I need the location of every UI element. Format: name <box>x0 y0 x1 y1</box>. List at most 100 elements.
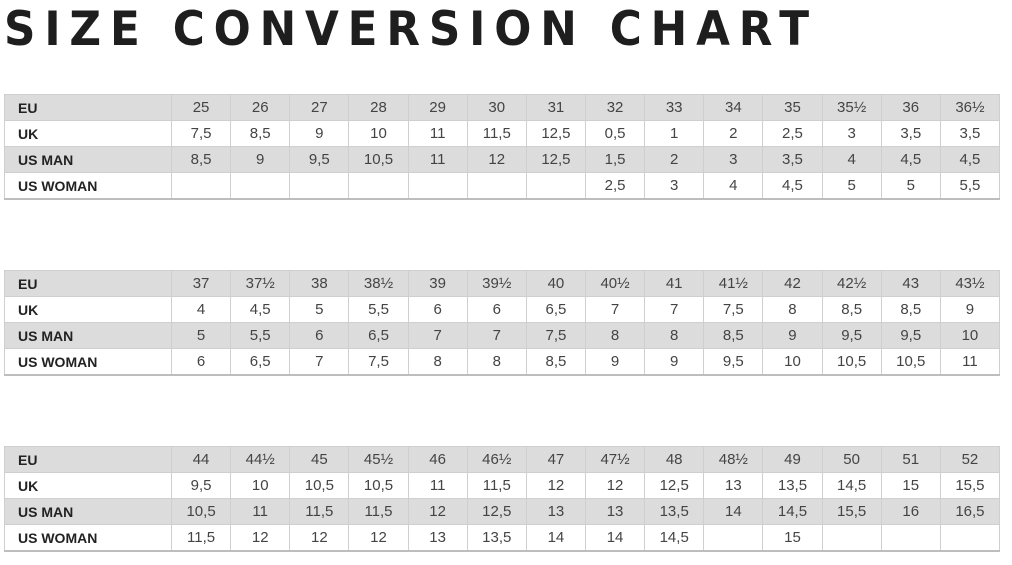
size-cell: 9 <box>289 120 350 147</box>
size-cell: 47 <box>525 446 586 473</box>
size-cell: 48 <box>644 446 705 473</box>
size-cell: 9,5 <box>821 322 882 349</box>
size-cell: 26 <box>230 94 291 121</box>
row-label: EU <box>4 94 172 121</box>
size-cell: 10,5 <box>348 146 409 173</box>
size-cell: 2 <box>644 146 705 173</box>
size-cell: 7 <box>407 322 468 349</box>
size-cell: 14 <box>703 498 764 525</box>
size-cell: 14 <box>584 524 646 552</box>
row-label: US WOMAN <box>4 172 172 200</box>
size-cell: 7,5 <box>703 296 764 323</box>
size-cell: 6 <box>466 296 527 323</box>
size-cell: 35 <box>762 94 823 121</box>
size-cell: 45 <box>289 446 350 473</box>
size-cell: 11,5 <box>289 498 350 525</box>
row-label: UK <box>4 296 172 323</box>
size-cell: 9,5 <box>170 472 232 499</box>
size-cell: 8,5 <box>821 296 882 323</box>
row-label: US MAN <box>4 498 172 525</box>
size-cell: 7,5 <box>348 348 409 376</box>
size-cell: 46½ <box>466 446 527 473</box>
size-cell: 6 <box>407 296 468 323</box>
size-cell: 16,5 <box>939 498 1001 525</box>
page-title: SIZE CONVERSION CHART <box>4 2 818 57</box>
size-cell: 0,5 <box>584 120 646 147</box>
size-cell: 40 <box>525 270 586 297</box>
table-row-eu: EU 25 26 27 28 29 30 31 32 33 34 35 35½ 36 36½ <box>4 94 1001 121</box>
size-cell: 8 <box>584 322 646 349</box>
size-cell: 10,5 <box>289 472 350 499</box>
table-row-us-man: US MAN 8,5 9 9,5 10,5 11 12 12,5 1,5 2 3 3,5 4 4,5 4,5 <box>4 146 1001 173</box>
size-cell: 3,5 <box>939 120 1001 147</box>
size-cell: 9,5 <box>289 146 350 173</box>
size-cell: 9,5 <box>880 322 941 349</box>
size-cell <box>466 172 527 200</box>
size-cell: 13 <box>584 498 646 525</box>
size-cell: 10 <box>939 322 1001 349</box>
size-cell: 11 <box>407 120 468 147</box>
size-cell: 12,5 <box>644 472 705 499</box>
size-cell: 50 <box>821 446 882 473</box>
size-cell: 9,5 <box>703 348 764 376</box>
table-row-uk: UK 9,5 10 10,5 10,5 11 11,5 12 12 12,5 13 13,5 14,5 1… <box>4 472 1001 499</box>
size-cell: 8 <box>762 296 823 323</box>
size-cell: 1,5 <box>584 146 646 173</box>
size-cell: 7 <box>289 348 350 376</box>
size-cell <box>407 172 468 200</box>
size-cell: 11 <box>407 472 468 499</box>
table-row-eu: EU 44 44½ 45 45½ 46 46½ 47 47½ 48 48½ 49 50 51 52 <box>4 446 1001 473</box>
size-cell: 11 <box>407 146 468 173</box>
size-cell: 8,5 <box>230 120 291 147</box>
size-cell: 12 <box>289 524 350 552</box>
size-cell: 10,5 <box>821 348 882 376</box>
size-cell: 6,5 <box>230 348 291 376</box>
size-cell: 4,5 <box>230 296 291 323</box>
size-cell: 5,5 <box>230 322 291 349</box>
table-row-us-woman: US WOMAN 2,5 3 4 4,5 5 5 5,5 <box>4 172 1001 200</box>
size-cell: 1 <box>644 120 705 147</box>
size-cell: 12 <box>407 498 468 525</box>
size-cell: 11,5 <box>170 524 232 552</box>
size-cell: 7,5 <box>525 322 586 349</box>
size-cell: 3,5 <box>762 146 823 173</box>
size-cell: 12 <box>348 524 409 552</box>
row-label: US MAN <box>4 322 172 349</box>
size-cell: 3,5 <box>880 120 941 147</box>
row-label: EU <box>4 270 172 297</box>
size-cell: 43 <box>880 270 941 297</box>
size-cell: 4,5 <box>762 172 823 200</box>
size-cell: 4 <box>170 296 232 323</box>
size-cell: 12 <box>466 146 527 173</box>
size-cell: 5,5 <box>348 296 409 323</box>
size-cell: 7 <box>584 296 646 323</box>
size-cell: 3 <box>644 172 705 200</box>
size-cell: 12,5 <box>525 146 586 173</box>
row-label: UK <box>4 120 172 147</box>
size-cell: 10,5 <box>880 348 941 376</box>
size-cell: 35½ <box>821 94 882 121</box>
size-cell: 37½ <box>230 270 291 297</box>
size-cell: 6 <box>170 348 232 376</box>
size-cell: 33 <box>644 94 705 121</box>
size-cell: 41½ <box>703 270 764 297</box>
size-cell: 38½ <box>348 270 409 297</box>
size-cell: 27 <box>289 94 350 121</box>
size-cell <box>525 172 586 200</box>
size-cell: 8,5 <box>703 322 764 349</box>
size-cell: 15 <box>880 472 941 499</box>
size-cell: 12 <box>584 472 646 499</box>
size-cell: 10,5 <box>170 498 232 525</box>
size-cell: 12 <box>525 472 586 499</box>
size-cell: 12,5 <box>466 498 527 525</box>
size-cell: 2 <box>703 120 764 147</box>
size-cell: 14,5 <box>821 472 882 499</box>
size-cell: 30 <box>466 94 527 121</box>
size-cell: 11,5 <box>348 498 409 525</box>
size-cell: 13,5 <box>762 472 823 499</box>
size-cell: 9 <box>230 146 291 173</box>
size-cell: 8 <box>644 322 705 349</box>
size-cell: 2,5 <box>762 120 823 147</box>
size-cell: 4 <box>821 146 882 173</box>
size-cell: 14 <box>525 524 586 552</box>
